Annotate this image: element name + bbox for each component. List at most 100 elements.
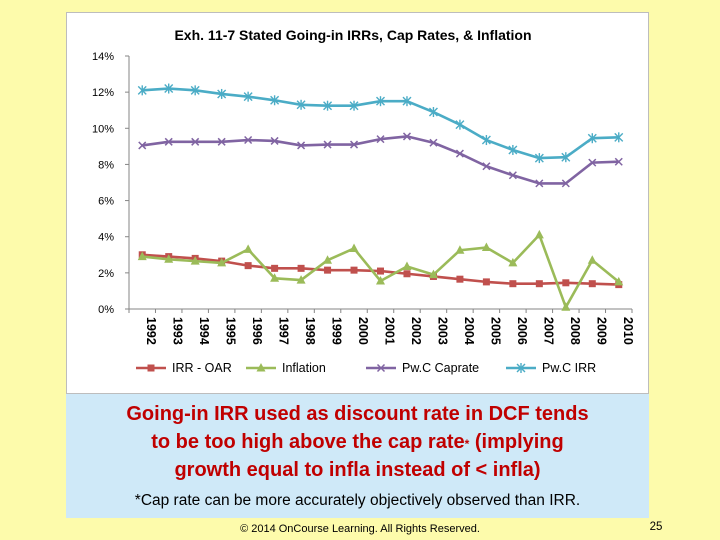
x-tick-label: 2010 — [621, 317, 635, 345]
data-point-stroke — [349, 140, 359, 149]
data-point-stroke — [323, 140, 332, 149]
data-point — [535, 179, 544, 188]
data-point — [614, 276, 624, 286]
data-point — [429, 138, 438, 147]
data-point — [428, 269, 438, 279]
y-tick-label: 14% — [92, 51, 114, 63]
data-point — [402, 96, 412, 107]
legend-label: Pw.C IRR — [542, 361, 596, 375]
data-point-stroke — [217, 137, 226, 146]
caption-box: Going-in IRR used as discount rate in DC… — [66, 394, 649, 518]
x-tick-label: 1994 — [197, 317, 211, 345]
x-tick-label: 2002 — [409, 317, 423, 345]
data-point — [191, 137, 200, 146]
data-point-stroke — [535, 179, 544, 188]
data-point — [562, 279, 570, 287]
data-point-stroke — [455, 149, 464, 158]
x-tick-label: 1992 — [144, 317, 158, 345]
data-point-stroke — [508, 171, 517, 180]
x-tick-label: 1997 — [277, 317, 291, 345]
data-point — [402, 261, 412, 271]
data-point — [349, 243, 359, 252]
data-point — [482, 278, 490, 286]
legend-item-pw-c-caprate: Pw.C Caprate — [366, 361, 479, 375]
data-point — [164, 83, 174, 94]
data-point — [402, 132, 412, 141]
chart-panel — [66, 12, 649, 394]
data-point — [455, 149, 464, 158]
series-line — [142, 135, 619, 185]
data-point — [217, 137, 226, 146]
data-point — [587, 133, 597, 144]
data-point — [508, 171, 517, 180]
x-axis: 1992 1993 1994 1995 1996 1997 1998 1999 2000 2001… — [128, 308, 635, 345]
data-point — [256, 363, 266, 372]
data-point-stroke — [402, 132, 412, 141]
data-point — [535, 280, 543, 288]
data-point — [324, 266, 332, 274]
y-tick-label: 0% — [98, 304, 114, 316]
data-point — [376, 135, 385, 144]
data-point — [296, 275, 306, 284]
data-point — [614, 157, 623, 166]
data-point — [270, 136, 279, 145]
data-point — [323, 255, 333, 264]
data-point-stroke — [164, 137, 173, 146]
series-layer — [137, 83, 624, 311]
data-point-stroke — [429, 138, 438, 147]
data-point-stroke — [297, 141, 306, 150]
data-point — [164, 254, 174, 263]
data-point — [138, 141, 147, 150]
data-point — [271, 264, 279, 272]
legend-label: IRR - OAR — [172, 361, 232, 375]
data-point — [508, 257, 518, 267]
y-axis: 0% 2% 4% 6% 8% 10% 12% 14% — [92, 51, 130, 316]
data-point — [376, 363, 386, 373]
data-point-stroke — [614, 157, 623, 166]
data-point — [244, 136, 253, 145]
data-point — [349, 100, 359, 111]
chart-title: Exh. 11-7 Stated Going-in IRRs, Cap Rate… — [174, 27, 531, 43]
page-number: 25 — [649, 521, 663, 533]
data-point-stroke — [561, 179, 570, 188]
data-point — [455, 119, 465, 130]
data-point — [190, 85, 200, 96]
data-point — [297, 264, 305, 272]
x-tick-label: 2008 — [568, 317, 582, 345]
data-point — [587, 255, 597, 264]
data-point-stroke — [376, 363, 386, 373]
data-point-stroke — [138, 141, 147, 150]
data-point — [481, 242, 491, 252]
data-point — [296, 99, 306, 110]
x-tick-label: 2006 — [515, 317, 529, 345]
caption-line-2-tail: (implying — [469, 431, 564, 453]
data-point — [244, 262, 252, 270]
series-pw-c-caprate — [138, 132, 623, 188]
data-point-stroke — [244, 136, 253, 145]
data-point — [243, 91, 253, 102]
y-tick-label: 4% — [98, 232, 114, 244]
data-point — [323, 100, 333, 111]
series-pw-c-irr — [137, 83, 624, 164]
legend-item-pw-c-irr: Pw.C IRR — [506, 361, 596, 375]
caption-asterisk: * — [464, 437, 470, 451]
data-point — [350, 266, 358, 274]
y-tick-label: 6% — [98, 196, 114, 208]
x-tick-label: 1999 — [330, 317, 344, 345]
data-point — [456, 275, 464, 283]
data-point — [588, 280, 596, 288]
data-point-stroke — [482, 162, 491, 171]
x-tick-label: 2000 — [356, 317, 370, 345]
x-tick-label: 1998 — [303, 317, 317, 345]
legend-label: Inflation — [282, 361, 326, 375]
data-point — [428, 107, 438, 118]
data-point-stroke — [588, 158, 597, 167]
data-point — [137, 85, 147, 96]
line-chart: Exh. 11-7 Stated Going-in IRRs, Cap Rate… — [92, 27, 635, 375]
data-point — [376, 275, 385, 285]
legend-label: Pw.C Caprate — [402, 361, 479, 375]
data-point — [217, 257, 227, 267]
data-point — [561, 179, 570, 188]
y-tick-label: 8% — [98, 159, 114, 171]
data-point — [164, 137, 173, 146]
